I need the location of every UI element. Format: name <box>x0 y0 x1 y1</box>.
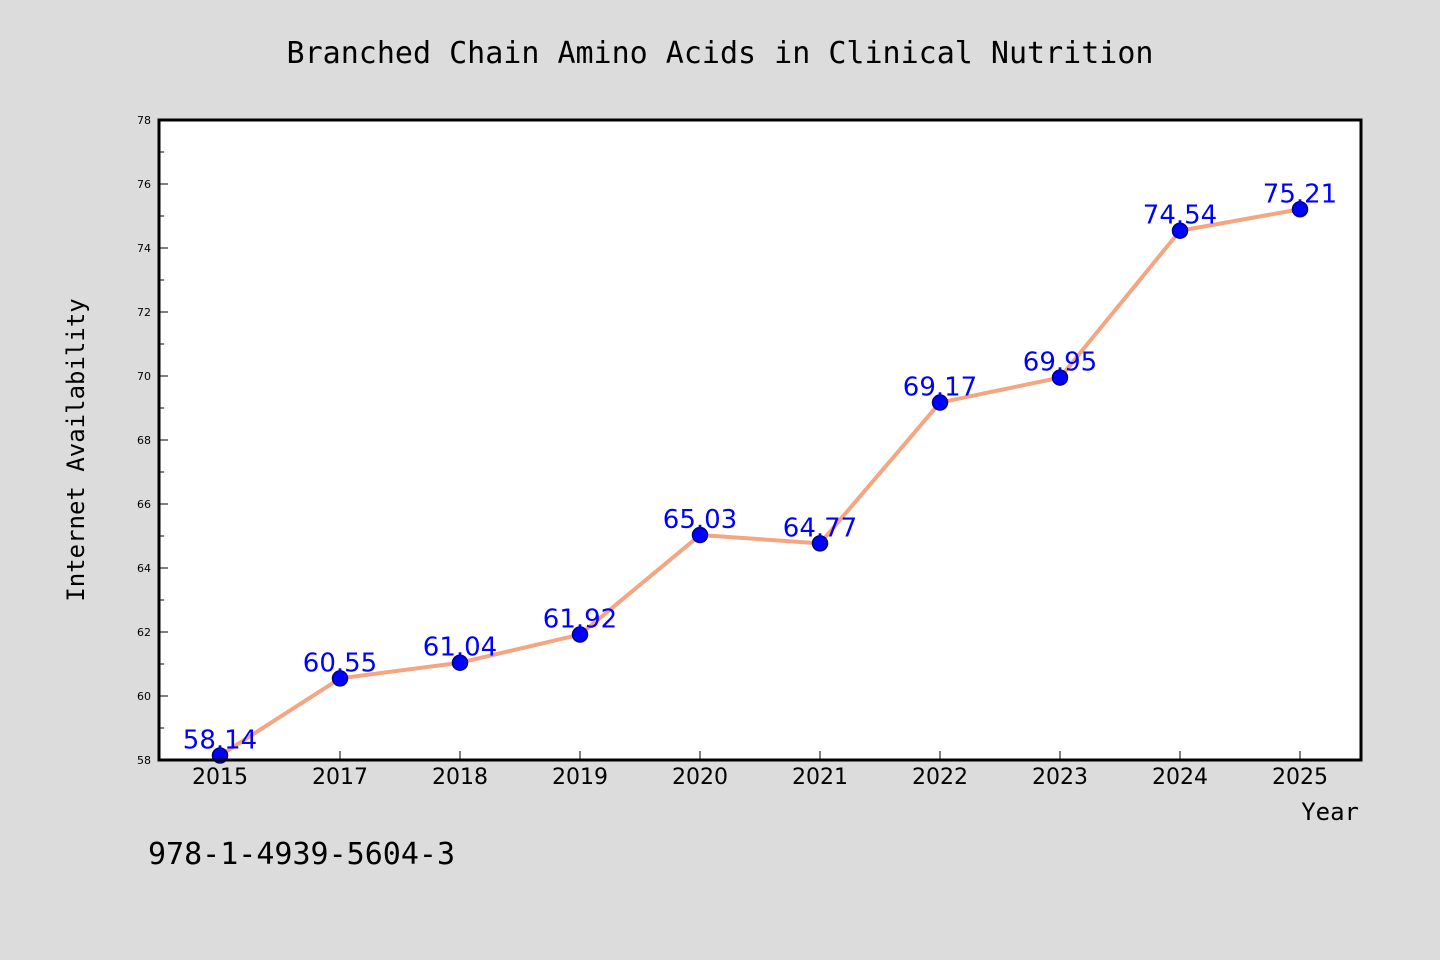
x-tick-label: 2024 <box>1152 765 1208 790</box>
y-tick-label: 64 <box>137 562 151 575</box>
plot-frame <box>157 118 1363 762</box>
plot-area <box>159 120 1361 760</box>
data-label: 75.21 <box>1263 179 1337 209</box>
x-tick-label: 2025 <box>1272 765 1328 790</box>
y-tick-label: 58 <box>137 754 151 767</box>
footnote: 978-1-4939-5604-3 <box>148 837 455 872</box>
data-point <box>1171 222 1189 239</box>
y-tick-label: 70 <box>137 370 151 383</box>
x-axis-label: Year <box>1301 798 1359 826</box>
y-tick-label: 60 <box>137 690 151 703</box>
x-tick-label: 2018 <box>432 765 488 790</box>
x-tick-label: 2020 <box>672 765 728 790</box>
data-point <box>1051 369 1069 386</box>
data-point <box>811 535 829 552</box>
x-tick-label: 2023 <box>1032 765 1088 790</box>
data-label: 64.77 <box>783 513 857 543</box>
series-line <box>218 207 1301 758</box>
y-tick-label: 76 <box>137 178 151 191</box>
y-tick-label: 62 <box>137 626 151 639</box>
data-label: 60.55 <box>303 648 377 678</box>
y-tick-label: 72 <box>137 306 151 319</box>
data-point <box>1291 201 1309 218</box>
y-tick-label: 66 <box>137 498 151 511</box>
y-axis-label: Internet Availability <box>62 298 90 601</box>
data-label: 65.03 <box>663 505 737 535</box>
x-tick-label: 2017 <box>312 765 368 790</box>
data-label: 61.04 <box>423 633 497 663</box>
chart-title: Branched Chain Amino Acids in Clinical N… <box>287 36 1154 71</box>
y-tick-label: 74 <box>137 242 151 255</box>
y-tick-label: 78 <box>137 114 151 127</box>
data-point <box>331 670 349 687</box>
data-label: 74.54 <box>1143 201 1217 231</box>
data-point <box>931 394 949 411</box>
data-label: 58.14 <box>183 726 257 756</box>
data-point <box>691 526 709 544</box>
data-label: 69.17 <box>903 373 977 403</box>
x-axis: 2015 2017 2018 2019 2020 2021 2022 2023 2024 2025 <box>192 751 1328 790</box>
series-group: 58.14 60.55 61.04 61.92 65.03 64.77 69.17 69.95… <box>183 179 1337 764</box>
y-tick-label: 68 <box>137 434 151 447</box>
x-tick-label: 2022 <box>912 765 968 790</box>
data-label: 61.92 <box>543 605 617 635</box>
y-axis: 58 60 62 64 66 68 70 72 74 76 78 <box>137 114 168 767</box>
x-tick-label: 2015 <box>192 765 248 790</box>
x-tick-label: 2019 <box>552 765 608 790</box>
data-label: 69.95 <box>1023 348 1097 378</box>
x-tick-label: 2021 <box>792 765 848 790</box>
data-point <box>451 654 469 671</box>
data-point <box>571 626 589 643</box>
